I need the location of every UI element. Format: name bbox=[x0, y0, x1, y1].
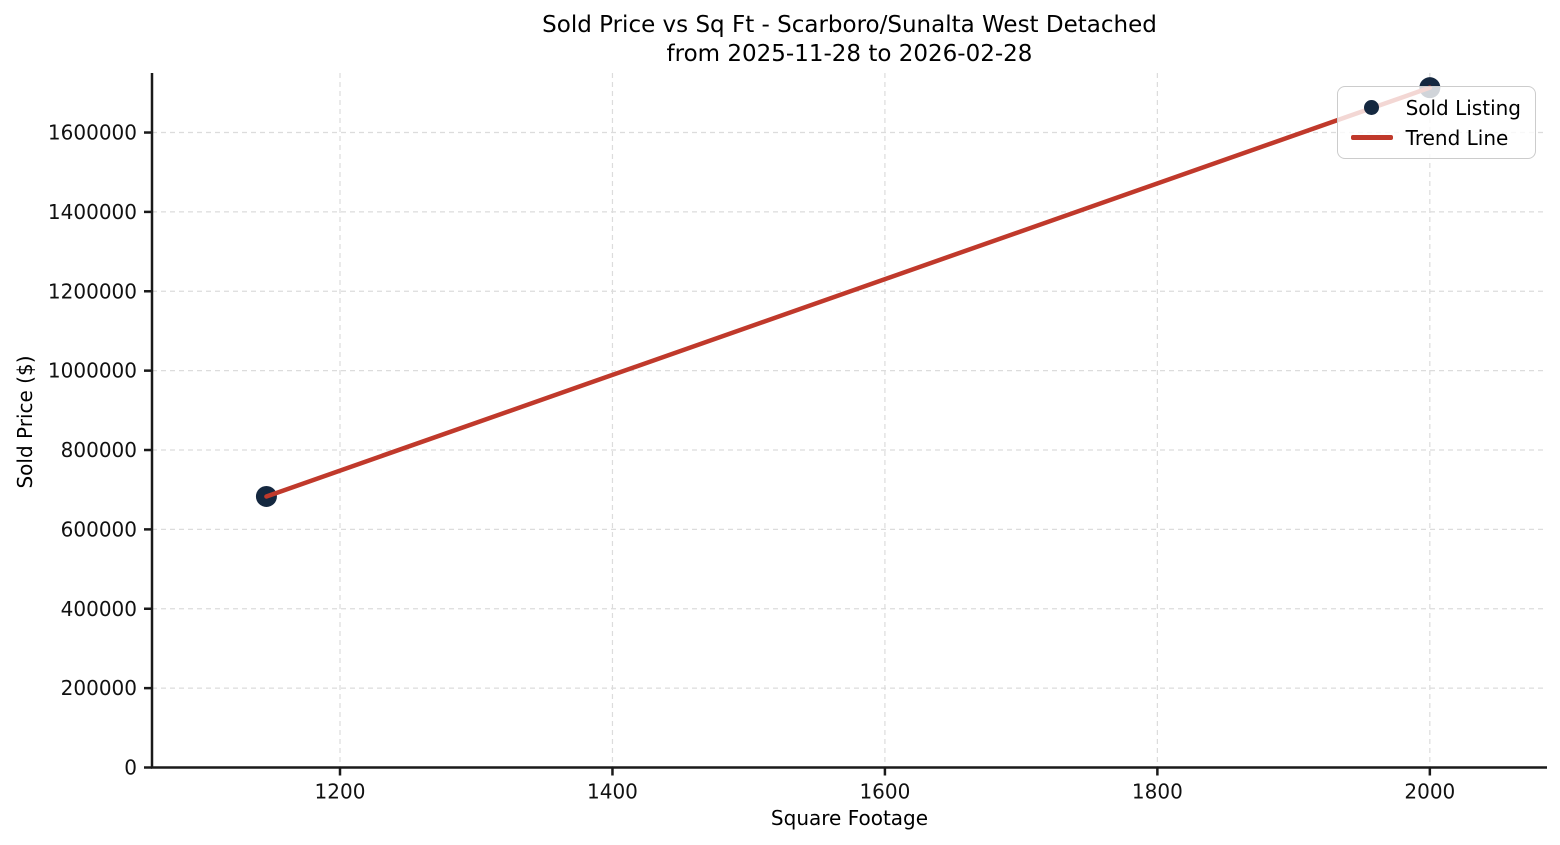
y-tick-label: 1600000 bbox=[48, 121, 137, 145]
y-tick-label: 400000 bbox=[61, 597, 137, 621]
legend-handle bbox=[1346, 135, 1398, 140]
chart-title: Sold Price vs Sq Ft - Scarboro/Sunalta W… bbox=[152, 11, 1547, 69]
x-tick-label: 2000 bbox=[1404, 780, 1455, 804]
legend-label-trend-line: Trend Line bbox=[1405, 125, 1509, 150]
y-tick-label: 1000000 bbox=[48, 359, 137, 383]
chart-title-line2: from 2025-11-28 to 2026-02-28 bbox=[666, 41, 1033, 67]
y-tick-label: 600000 bbox=[61, 517, 137, 541]
legend-item-trend-line: Trend Line bbox=[1346, 124, 1521, 151]
legend-box: Sold Listing Trend Line bbox=[1336, 86, 1536, 159]
legend-label-sold-listing: Sold Listing bbox=[1405, 95, 1521, 120]
x-tick-label: 1800 bbox=[1132, 780, 1183, 804]
legend-handle bbox=[1346, 100, 1398, 115]
trend-line-marker-icon bbox=[1350, 135, 1393, 140]
legend-item-sold-listing: Sold Listing bbox=[1346, 94, 1521, 121]
x-axis-label: Square Footage bbox=[770, 806, 929, 830]
x-tick-label: 1400 bbox=[587, 780, 638, 804]
y-tick-label: 1200000 bbox=[48, 279, 137, 303]
chart-title-line1: Sold Price vs Sq Ft - Scarboro/Sunalta W… bbox=[542, 12, 1157, 38]
x-tick-label: 1600 bbox=[859, 780, 910, 804]
x-tick-label: 1200 bbox=[315, 780, 366, 804]
y-tick-label: 800000 bbox=[61, 438, 137, 462]
y-axis-label: Sold Price ($) bbox=[13, 355, 37, 489]
sold-listing-marker-icon bbox=[1364, 100, 1380, 115]
y-tick-label: 1400000 bbox=[48, 200, 137, 224]
y-tick-label: 200000 bbox=[61, 676, 137, 700]
trend-line bbox=[264, 85, 1433, 499]
y-tick-label: 0 bbox=[124, 756, 137, 780]
